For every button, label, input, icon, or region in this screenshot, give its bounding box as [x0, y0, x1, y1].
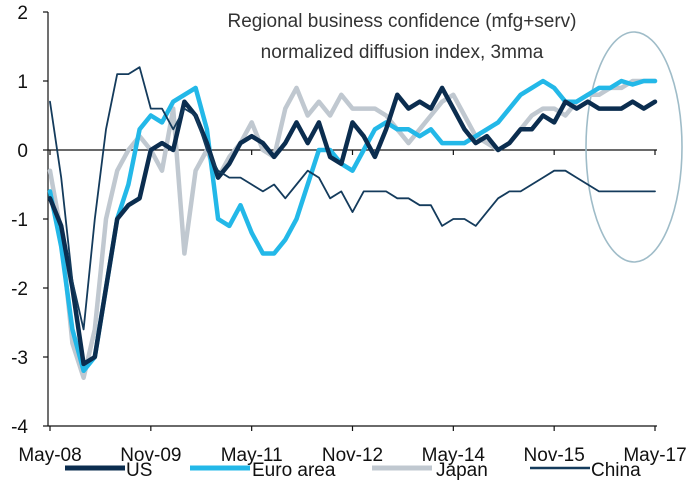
series-line-euro-area: [47, 78, 658, 374]
series-line-china: [49, 66, 656, 331]
legend-label-euro-area: Euro area: [252, 460, 336, 481]
chart-title-line-2: normalized diffusion index, 3mma: [261, 42, 544, 63]
chart-axes: 210-1-2-3-4 May-08 Nov-09 May-11 Nov-12 May-…: [11, 3, 687, 466]
x-tick-label: Nov-12: [322, 445, 383, 466]
series-line-us: [47, 85, 658, 367]
legend: US Euro area Japan China: [65, 460, 641, 481]
highlight-ellipse: [585, 31, 683, 263]
x-tick-label: Nov-09: [120, 445, 181, 466]
legend-label-china: China: [591, 460, 641, 481]
series-group: [47, 66, 658, 380]
legend-item-japan: Japan: [372, 460, 488, 481]
y-tick-label: 2: [17, 3, 28, 24]
y-tick-label: 1: [17, 72, 28, 93]
x-tick-label: May-08: [18, 445, 81, 466]
y-axis-ticks: 2 1 0 -1 -2 -3 -4: [11, 3, 48, 438]
x-tick-label: Nov-15: [524, 445, 585, 466]
legend-item-china: China: [530, 460, 641, 481]
legend-label-japan: Japan: [436, 460, 488, 481]
y-tick-label: -3: [11, 348, 28, 369]
x-axis-ticks: May-08 Nov-09 May-11 Nov-12 May-14 Nov-15 May-…: [18, 150, 687, 466]
legend-item-euro-area: Euro area: [190, 460, 336, 481]
x-tick-label: May-14: [422, 445, 486, 466]
y-tick-label: -1: [11, 210, 28, 231]
y-tick-label: 0: [17, 141, 28, 162]
y-tick-label: -4: [11, 417, 28, 438]
legend-label-us: US: [126, 460, 152, 481]
x-tick-label: May-17: [623, 445, 686, 466]
x-tick-label: May-11: [221, 445, 283, 466]
legend-item-us: US: [65, 460, 152, 481]
y-tick-label: -2: [11, 279, 28, 300]
chart-title-line-1: Regional business confidence (mfg+serv): [227, 11, 576, 32]
